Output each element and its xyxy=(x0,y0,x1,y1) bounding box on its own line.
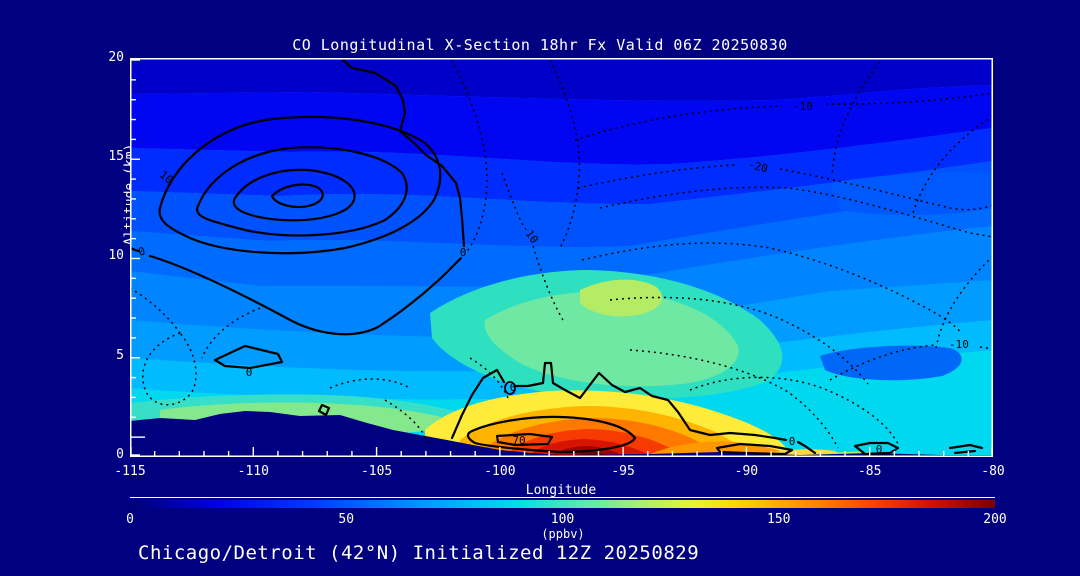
x-tick-label: -115 xyxy=(114,464,146,479)
colorbar-tick-label: 100 xyxy=(550,512,575,527)
contour-label: 70 xyxy=(512,434,525,447)
contour-label: -20 xyxy=(747,158,770,176)
y-tick-label: 10 xyxy=(108,248,124,263)
solid-contours xyxy=(130,58,984,456)
x-tick-label: -100 xyxy=(484,464,516,479)
colorbar-tick-label: 50 xyxy=(338,512,355,527)
contour-label: 0 xyxy=(789,435,796,448)
x-tick-label: -80 xyxy=(981,464,1005,479)
contour-label: -10 xyxy=(949,338,969,351)
y-tick-label: 15 xyxy=(108,149,124,164)
colorbar-tick-label: 150 xyxy=(767,512,791,527)
contour-label: -10 xyxy=(793,100,813,113)
contour-label: 0 xyxy=(876,443,883,456)
contour-label: 0 xyxy=(136,244,147,258)
x-tick-label: -90 xyxy=(734,464,759,479)
x-tick-label: -85 xyxy=(857,464,882,479)
page-title: CO Longitudinal X-Section 18hr Fx Valid … xyxy=(292,36,788,54)
colorbar-tick-label: 0 xyxy=(126,512,134,527)
x-tick-label: -105 xyxy=(360,464,393,479)
figure-caption: Chicago/Detroit (42°N) Initialized 12Z 2… xyxy=(138,542,700,564)
dotted-contours xyxy=(130,59,993,449)
colorbar xyxy=(130,500,995,508)
y-tick-label: 20 xyxy=(108,50,124,65)
x-axis-label: Longitude xyxy=(525,483,597,498)
colorbar-top-line xyxy=(130,497,995,498)
filled-contours xyxy=(130,58,993,459)
contour-label: 0 xyxy=(460,246,467,259)
y-tick-label: 5 xyxy=(116,348,124,363)
contour-label: 0 xyxy=(510,381,517,394)
colorbar-unit: (ppbv) xyxy=(541,527,585,541)
axis-tick-marks xyxy=(130,59,993,456)
y-tick-label: 0 xyxy=(116,447,124,462)
terrain-silhouette xyxy=(130,411,993,459)
contour-label: 0 xyxy=(246,366,253,379)
x-tick-label: -110 xyxy=(237,464,269,479)
x-tick-label: -95 xyxy=(611,464,635,479)
colorbar-tick-label: 200 xyxy=(983,512,1007,527)
plot-frame xyxy=(130,58,993,457)
